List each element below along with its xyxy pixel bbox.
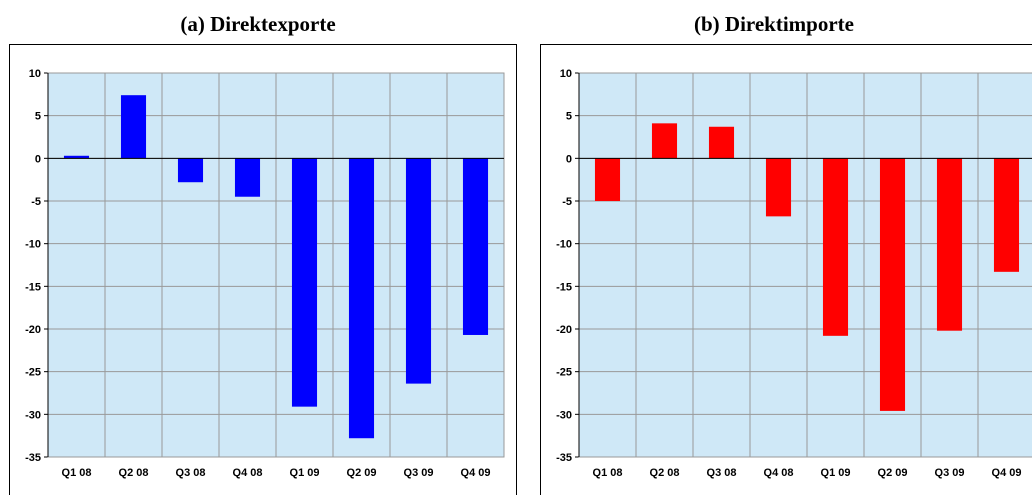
- bar: [63, 155, 90, 159]
- x-tick-label: Q4 08: [764, 467, 794, 479]
- bar: [993, 158, 1020, 272]
- bar: [405, 158, 432, 384]
- y-tick-label: -30: [556, 409, 572, 421]
- x-tick-label: Q2 08: [119, 467, 149, 479]
- x-tick-label: Q1 08: [593, 467, 623, 479]
- bar: [879, 158, 906, 411]
- x-tick-label: Q3 08: [176, 467, 206, 479]
- y-tick-label: -5: [562, 196, 572, 208]
- chart-frame: 10 5 0 -5 -10 -15 -20 -25 -30 -35 Q1 08 Q2 08 Q3 08 Q…: [540, 44, 1032, 495]
- y-tick-label: 5: [566, 111, 572, 123]
- bar: [651, 123, 678, 159]
- x-tick-label: Q3 09: [935, 467, 965, 479]
- bar: [291, 158, 318, 407]
- y-tick-label: 5: [35, 111, 41, 123]
- y-tick-label: 0: [566, 153, 572, 165]
- x-tick-label: Q3 09: [404, 467, 434, 479]
- x-tick-label: Q4 09: [461, 467, 491, 479]
- x-tick-label: Q2 09: [878, 467, 908, 479]
- x-tick-label: Q2 08: [650, 467, 680, 479]
- bar: [234, 158, 261, 197]
- bar: [936, 158, 963, 331]
- x-tick-label: Q4 09: [992, 467, 1022, 479]
- x-tick-label: Q1 08: [62, 467, 92, 479]
- y-tick-label: -10: [25, 239, 41, 251]
- y-tick-label: -15: [25, 281, 41, 293]
- bar: [765, 158, 792, 217]
- y-tick-label: -20: [556, 324, 572, 336]
- y-tick-label: -5: [31, 196, 41, 208]
- bar: [822, 158, 849, 336]
- bar: [348, 158, 375, 439]
- x-tick-label: Q2 09: [347, 467, 377, 479]
- y-tick-label: -15: [556, 281, 572, 293]
- y-tick-label: 10: [560, 68, 572, 80]
- x-tick-label: Q1 09: [821, 467, 851, 479]
- y-tick-label: -35: [556, 452, 572, 464]
- plot-area: [579, 73, 1032, 457]
- chart-frame: 10 5 0 -5 -10 -15 -20 -25 -30 -35 Q1 08 Q2 08 Q3 08 Q…: [9, 44, 517, 495]
- x-tick-label: Q4 08: [233, 467, 263, 479]
- bar: [708, 126, 735, 159]
- y-tick-label: -25: [556, 367, 572, 379]
- bar: [120, 95, 147, 159]
- y-tick-label: 10: [29, 68, 41, 80]
- chart-title: (b) Direktimporte: [694, 12, 854, 36]
- x-tick-label: Q3 08: [707, 467, 737, 479]
- chart-title: (a) Direktexporte: [180, 12, 336, 36]
- y-tick-label: -30: [25, 409, 41, 421]
- bar-chart-exports: 10 5 0 -5 -10 -15 -20 -25 -30 -35 Q1 08 Q2 08 Q3 08 Q…: [25, 68, 505, 479]
- bar: [594, 158, 621, 201]
- x-tick-label: Q1 09: [290, 467, 320, 479]
- bar: [462, 158, 489, 335]
- y-tick-label: -35: [25, 452, 41, 464]
- bar: [177, 158, 204, 183]
- y-tick-label: -25: [25, 367, 41, 379]
- y-tick-label: -20: [25, 324, 41, 336]
- y-tick-label: 0: [35, 153, 41, 165]
- bar-chart-imports: 10 5 0 -5 -10 -15 -20 -25 -30 -35 Q1 08 Q2 08 Q3 08 Q…: [556, 68, 1032, 479]
- y-tick-label: -10: [556, 239, 572, 251]
